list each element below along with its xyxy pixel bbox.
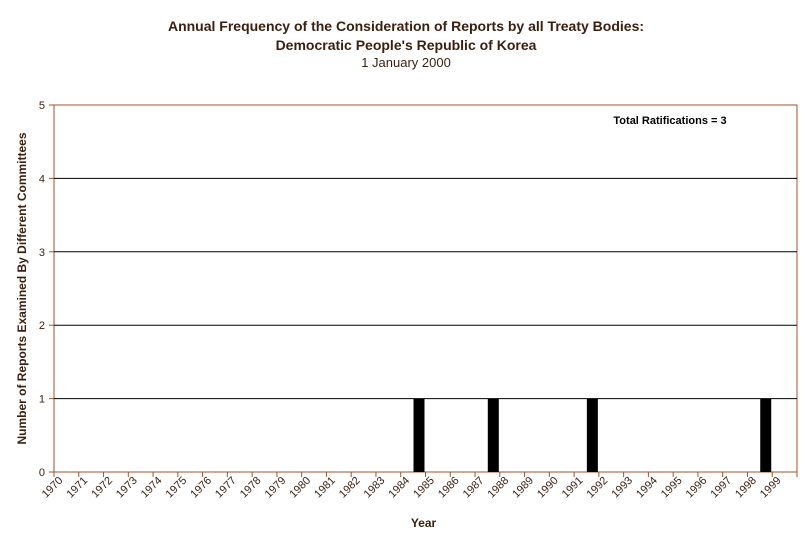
x-tick-label: 1993 [609, 475, 635, 501]
chart-subtitle: Democratic People's Republic of Korea [275, 37, 537, 53]
x-tick-label: 1998 [733, 475, 759, 501]
x-tick-label: 1999 [758, 475, 784, 501]
x-tick-label: 1986 [436, 475, 462, 501]
x-tick-label: 1995 [659, 475, 685, 501]
x-tick-label: 1971 [64, 475, 90, 501]
bar [586, 398, 598, 472]
x-tick-label: 1979 [263, 475, 289, 501]
y-tick-label: 3 [39, 247, 45, 259]
bar [760, 398, 772, 472]
x-tick-label: 1997 [708, 475, 734, 501]
x-tick-label: 1994 [634, 475, 660, 501]
x-tick-label: 1989 [510, 475, 536, 501]
x-tick-label: 1980 [287, 475, 313, 501]
x-tick-label: 1981 [312, 475, 338, 501]
x-tick-label: 1978 [238, 475, 264, 501]
total-ratifications-annotation: Total Ratifications = 3 [613, 115, 726, 127]
y-tick-label: 4 [39, 173, 45, 185]
bar [413, 398, 425, 472]
x-tick-label: 1974 [139, 475, 165, 501]
x-tick-label: 1976 [188, 475, 214, 501]
plot-frame [53, 104, 798, 473]
chart-title: Annual Frequency of the Consideration of… [167, 18, 645, 34]
x-tick-label: 1975 [164, 475, 190, 501]
x-tick-label: 1985 [411, 475, 437, 501]
y-tick-label: 0 [39, 467, 45, 479]
chart-date: 1 January 2000 [361, 55, 451, 70]
x-tick-label: 1987 [461, 475, 487, 501]
x-tick-label: 1990 [535, 475, 561, 501]
y-tick-label: 1 [39, 394, 45, 406]
bar [487, 398, 499, 472]
x-tick-label: 1984 [386, 475, 412, 501]
x-tick-label: 1973 [114, 475, 140, 501]
y-axis-label: Number of Reports Examined By Different … [15, 132, 29, 444]
x-tick-label: 1982 [337, 475, 363, 501]
x-tick-label: 1983 [362, 475, 388, 501]
x-tick-label: 1988 [486, 475, 512, 501]
x-tick-label: 1972 [89, 475, 115, 501]
x-tick-label: 1992 [585, 475, 611, 501]
y-tick-label: 5 [39, 100, 45, 112]
x-tick-label: 1991 [560, 475, 586, 501]
x-tick-label: 1977 [213, 475, 239, 501]
x-axis-label: Year [411, 516, 437, 530]
x-tick-label: 1996 [684, 475, 710, 501]
y-tick-label: 2 [39, 320, 45, 332]
